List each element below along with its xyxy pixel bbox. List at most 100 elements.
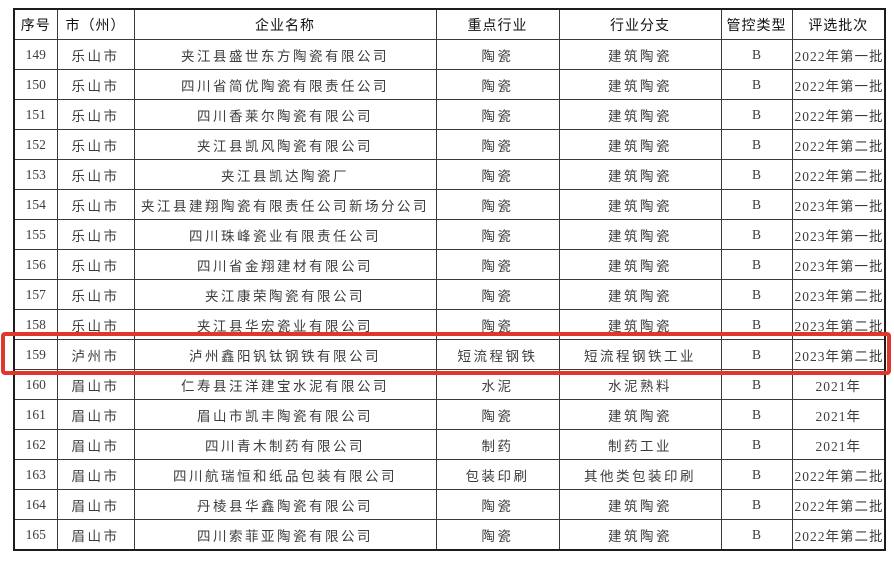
cell-branch: 短流程钢铁工业: [558, 339, 722, 370]
cell-batch: 2023年第一批: [791, 189, 886, 220]
cell-company: 四川香莱尔陶瓷有限公司: [133, 99, 437, 130]
cell-company: 夹江县凯达陶瓷厂: [133, 159, 437, 190]
cell-batch: 2023年第二批: [791, 309, 886, 340]
cell-company: 泸州鑫阳钒钛钢铁有限公司: [133, 339, 437, 370]
cell-index: 158: [13, 309, 58, 340]
cell-company: 夹江县建翔陶瓷有限责任公司新场分公司: [133, 189, 437, 220]
cell-batch: 2022年第一批: [791, 39, 886, 70]
cell-branch: 建筑陶瓷: [558, 129, 722, 160]
cell-index: 149: [13, 39, 58, 70]
cell-industry: 陶瓷: [435, 99, 560, 130]
cell-index: 150: [13, 69, 58, 100]
col-header-city: 市（州）: [56, 8, 135, 40]
cell-control-type: B: [720, 279, 793, 310]
cell-branch: 建筑陶瓷: [558, 219, 722, 250]
cell-index: 159: [13, 339, 58, 370]
cell-index: 151: [13, 99, 58, 130]
cell-index: 165: [13, 519, 58, 551]
table-row: 163 眉山市 四川航瑞恒和纸品包装有限公司 包装印刷 其他类包装印刷 B 20…: [13, 459, 886, 490]
cell-city: 乐山市: [56, 249, 135, 280]
cell-branch: 建筑陶瓷: [558, 69, 722, 100]
table-row: 165 眉山市 四川索菲亚陶瓷有限公司 陶瓷 建筑陶瓷 B 2022年第二批: [13, 519, 886, 551]
cell-city: 眉山市: [56, 459, 135, 490]
cell-batch: 2023年第一批: [791, 219, 886, 250]
table-header: 序号 市（州） 企业名称 重点行业 行业分支 管控类型 评选批次: [13, 8, 886, 40]
cell-control-type: B: [720, 369, 793, 400]
cell-control-type: B: [720, 159, 793, 190]
cell-control-type: B: [720, 69, 793, 100]
cell-branch: 制药工业: [558, 429, 722, 460]
cell-city: 乐山市: [56, 129, 135, 160]
col-header-industry: 重点行业: [435, 8, 560, 40]
cell-company: 四川青木制药有限公司: [133, 429, 437, 460]
cell-control-type: B: [720, 129, 793, 160]
cell-branch: 建筑陶瓷: [558, 399, 722, 430]
cell-city: 乐山市: [56, 99, 135, 130]
cell-city: 乐山市: [56, 159, 135, 190]
cell-industry: 陶瓷: [435, 219, 560, 250]
table-row: 154 乐山市 夹江县建翔陶瓷有限责任公司新场分公司 陶瓷 建筑陶瓷 B 202…: [13, 189, 886, 220]
cell-company: 四川索菲亚陶瓷有限公司: [133, 519, 437, 551]
cell-company: 眉山市凯丰陶瓷有限公司: [133, 399, 437, 430]
cell-branch: 建筑陶瓷: [558, 489, 722, 520]
cell-index: 155: [13, 219, 58, 250]
header-row: 序号 市（州） 企业名称 重点行业 行业分支 管控类型 评选批次: [13, 8, 886, 40]
cell-control-type: B: [720, 219, 793, 250]
cell-batch: 2021年: [791, 429, 886, 460]
cell-index: 157: [13, 279, 58, 310]
cell-city: 乐山市: [56, 39, 135, 70]
cell-index: 154: [13, 189, 58, 220]
cell-company: 丹棱县华鑫陶瓷有限公司: [133, 489, 437, 520]
cell-index: 164: [13, 489, 58, 520]
cell-company: 夹江县凯风陶瓷有限公司: [133, 129, 437, 160]
cell-control-type: B: [720, 399, 793, 430]
table-row: 161 眉山市 眉山市凯丰陶瓷有限公司 陶瓷 建筑陶瓷 B 2021年: [13, 399, 886, 430]
cell-city: 乐山市: [56, 219, 135, 250]
cell-control-type: B: [720, 99, 793, 130]
cell-city: 乐山市: [56, 309, 135, 340]
cell-batch: 2022年第一批: [791, 69, 886, 100]
cell-city: 眉山市: [56, 519, 135, 551]
cell-control-type: B: [720, 519, 793, 551]
table-row: 149 乐山市 夹江县盛世东方陶瓷有限公司 陶瓷 建筑陶瓷 B 2022年第一批: [13, 39, 886, 70]
cell-industry: 陶瓷: [435, 249, 560, 280]
cell-control-type: B: [720, 339, 793, 370]
cell-index: 163: [13, 459, 58, 490]
table-row: 156 乐山市 四川省金翔建材有限公司 陶瓷 建筑陶瓷 B 2023年第一批: [13, 249, 886, 280]
cell-batch: 2022年第二批: [791, 129, 886, 160]
cell-company: 夹江县华宏瓷业有限公司: [133, 309, 437, 340]
cell-industry: 水泥: [435, 369, 560, 400]
cell-company: 夹江县盛世东方陶瓷有限公司: [133, 39, 437, 70]
table-row: 158 乐山市 夹江县华宏瓷业有限公司 陶瓷 建筑陶瓷 B 2023年第二批: [13, 309, 886, 340]
cell-company: 四川航瑞恒和纸品包装有限公司: [133, 459, 437, 490]
cell-company: 夹江康荣陶瓷有限公司: [133, 279, 437, 310]
cell-city: 泸州市: [56, 339, 135, 370]
col-header-company: 企业名称: [133, 8, 437, 40]
cell-batch: 2023年第二批: [791, 339, 886, 370]
col-header-index: 序号: [13, 8, 58, 40]
cell-city: 眉山市: [56, 369, 135, 400]
cell-control-type: B: [720, 249, 793, 280]
cell-branch: 建筑陶瓷: [558, 309, 722, 340]
cell-control-type: B: [720, 459, 793, 490]
cell-batch: 2022年第二批: [791, 489, 886, 520]
cell-industry: 制药: [435, 429, 560, 460]
table-row: 155 乐山市 四川珠峰瓷业有限责任公司 陶瓷 建筑陶瓷 B 2023年第一批: [13, 219, 886, 250]
cell-industry: 陶瓷: [435, 69, 560, 100]
table-row: 160 眉山市 仁寿县汪洋建宝水泥有限公司 水泥 水泥熟料 B 2021年: [13, 369, 886, 400]
cell-batch: 2021年: [791, 369, 886, 400]
cell-branch: 水泥熟料: [558, 369, 722, 400]
cell-city: 眉山市: [56, 489, 135, 520]
cell-city: 乐山市: [56, 279, 135, 310]
cell-industry: 陶瓷: [435, 519, 560, 551]
table-row: 152 乐山市 夹江县凯风陶瓷有限公司 陶瓷 建筑陶瓷 B 2022年第二批: [13, 129, 886, 160]
cell-batch: 2023年第二批: [791, 279, 886, 310]
cell-company: 仁寿县汪洋建宝水泥有限公司: [133, 369, 437, 400]
cell-index: 152: [13, 129, 58, 160]
table-row: 162 眉山市 四川青木制药有限公司 制药 制药工业 B 2021年: [13, 429, 886, 460]
cell-batch: 2022年第二批: [791, 159, 886, 190]
cell-batch: 2023年第一批: [791, 249, 886, 280]
table-row: 164 眉山市 丹棱县华鑫陶瓷有限公司 陶瓷 建筑陶瓷 B 2022年第二批: [13, 489, 886, 520]
cell-branch: 建筑陶瓷: [558, 249, 722, 280]
